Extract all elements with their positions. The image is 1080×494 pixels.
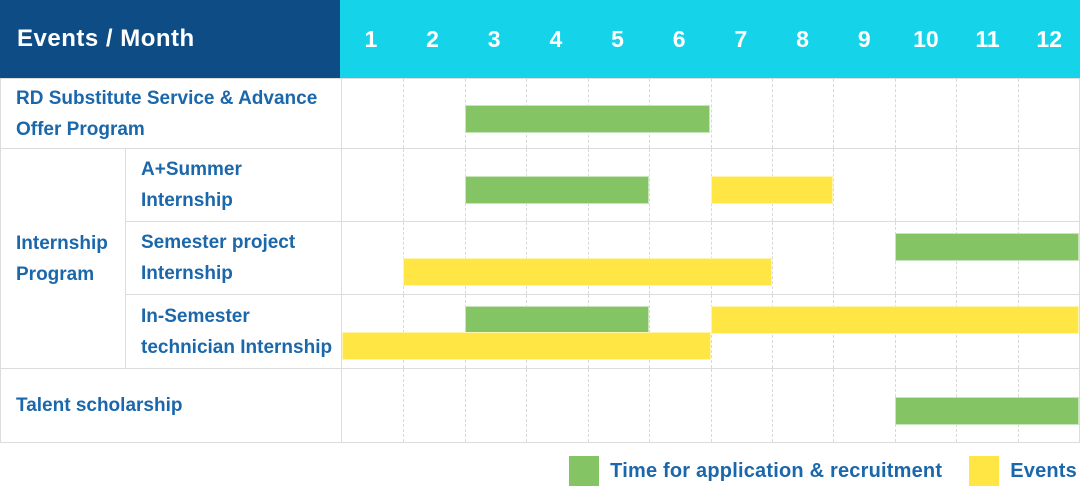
legend: Time for application & recruitment Events [0,456,1080,486]
month-gridline [1017,79,1019,148]
row-label-semester-project-internship: Semester project Internship [126,221,341,294]
month-gridline [833,369,835,442]
gantt-bar-application [464,306,650,334]
month-gridline [833,222,835,294]
month-gridline [771,369,773,442]
month-gridline [710,369,712,442]
gantt-bar-events [403,258,772,286]
month-gridline [956,79,958,148]
month-label-4: 4 [549,25,563,52]
month-label-3: 3 [487,25,501,52]
gantt-table-body: RD Substitute Service & Advance Offer Pr… [0,78,1080,443]
legend-label-events: Events [1010,459,1077,482]
legend-swatch-events-icon [969,456,1000,486]
legend-item-events: Events [969,456,1077,486]
month-gridline [894,149,896,221]
month-gridline [833,79,835,148]
row-label-a-plus-summer-internship: A+Summer Internship [126,148,341,221]
row-label-in-semester-technician-internship: In-Semester technician Internship [126,294,341,368]
month-gridline [833,149,835,221]
month-gridline [403,295,405,368]
month-label-1: 1 [364,25,378,52]
gantt-bar-application [464,104,711,133]
month-gridline [771,222,773,294]
month-gridline [526,369,528,442]
chart-row-in-semester-technician-internship [341,294,1079,368]
month-label-8: 8 [796,25,809,52]
table-header-row: Events / Month 1 2 3 4 5 6 7 8 9 10 11 12 [0,0,1080,78]
row-label-talent-scholarship: Talent scholarship [1,368,341,442]
chart-row-a-plus-summer-internship [341,148,1079,221]
group-label-internship-program: Internship Program [1,148,126,368]
month-label-2: 2 [426,25,439,52]
month-gridline [956,149,958,221]
month-label-7: 7 [734,25,748,52]
gantt-bar-application [894,233,1079,261]
month-gridline [649,295,651,368]
month-gridline [649,369,651,442]
month-label-11: 11 [975,25,1000,52]
gantt-bar-events [342,332,711,360]
row-label-rd-substitute-service: RD Substitute Service & Advance Offer Pr… [1,78,341,148]
month-gridline [710,79,712,148]
gantt-bar-events [710,306,1079,334]
month-gridline [771,79,773,148]
month-gridline [403,369,405,442]
month-gridline [587,369,589,442]
month-gridline [1017,149,1019,221]
chart-row-semester-project-internship [341,221,1079,294]
legend-item-application: Time for application & recruitment [569,456,942,486]
month-header-row: 1 2 3 4 5 6 7 8 9 10 11 12 [340,0,1080,78]
chart-row-rd-substitute-service [341,78,1079,148]
gantt-bar-application [894,396,1079,425]
month-gridline [403,79,405,148]
month-gridline [464,369,466,442]
month-gridline [649,149,651,221]
month-label-6: 6 [672,25,686,52]
header-events-month-cell: Events / Month [0,0,340,78]
month-label-10: 10 [913,25,939,52]
month-label-12: 12 [1036,25,1063,52]
legend-swatch-application-icon [569,456,600,486]
gantt-bar-events [710,176,834,204]
month-gridline [403,149,405,221]
legend-label-application: Time for application & recruitment [610,459,943,482]
month-label-9: 9 [857,25,871,52]
chart-row-talent-scholarship [341,368,1079,442]
gantt-bar-application [464,176,650,204]
month-gridline [894,79,896,148]
month-label-5: 5 [611,25,624,52]
